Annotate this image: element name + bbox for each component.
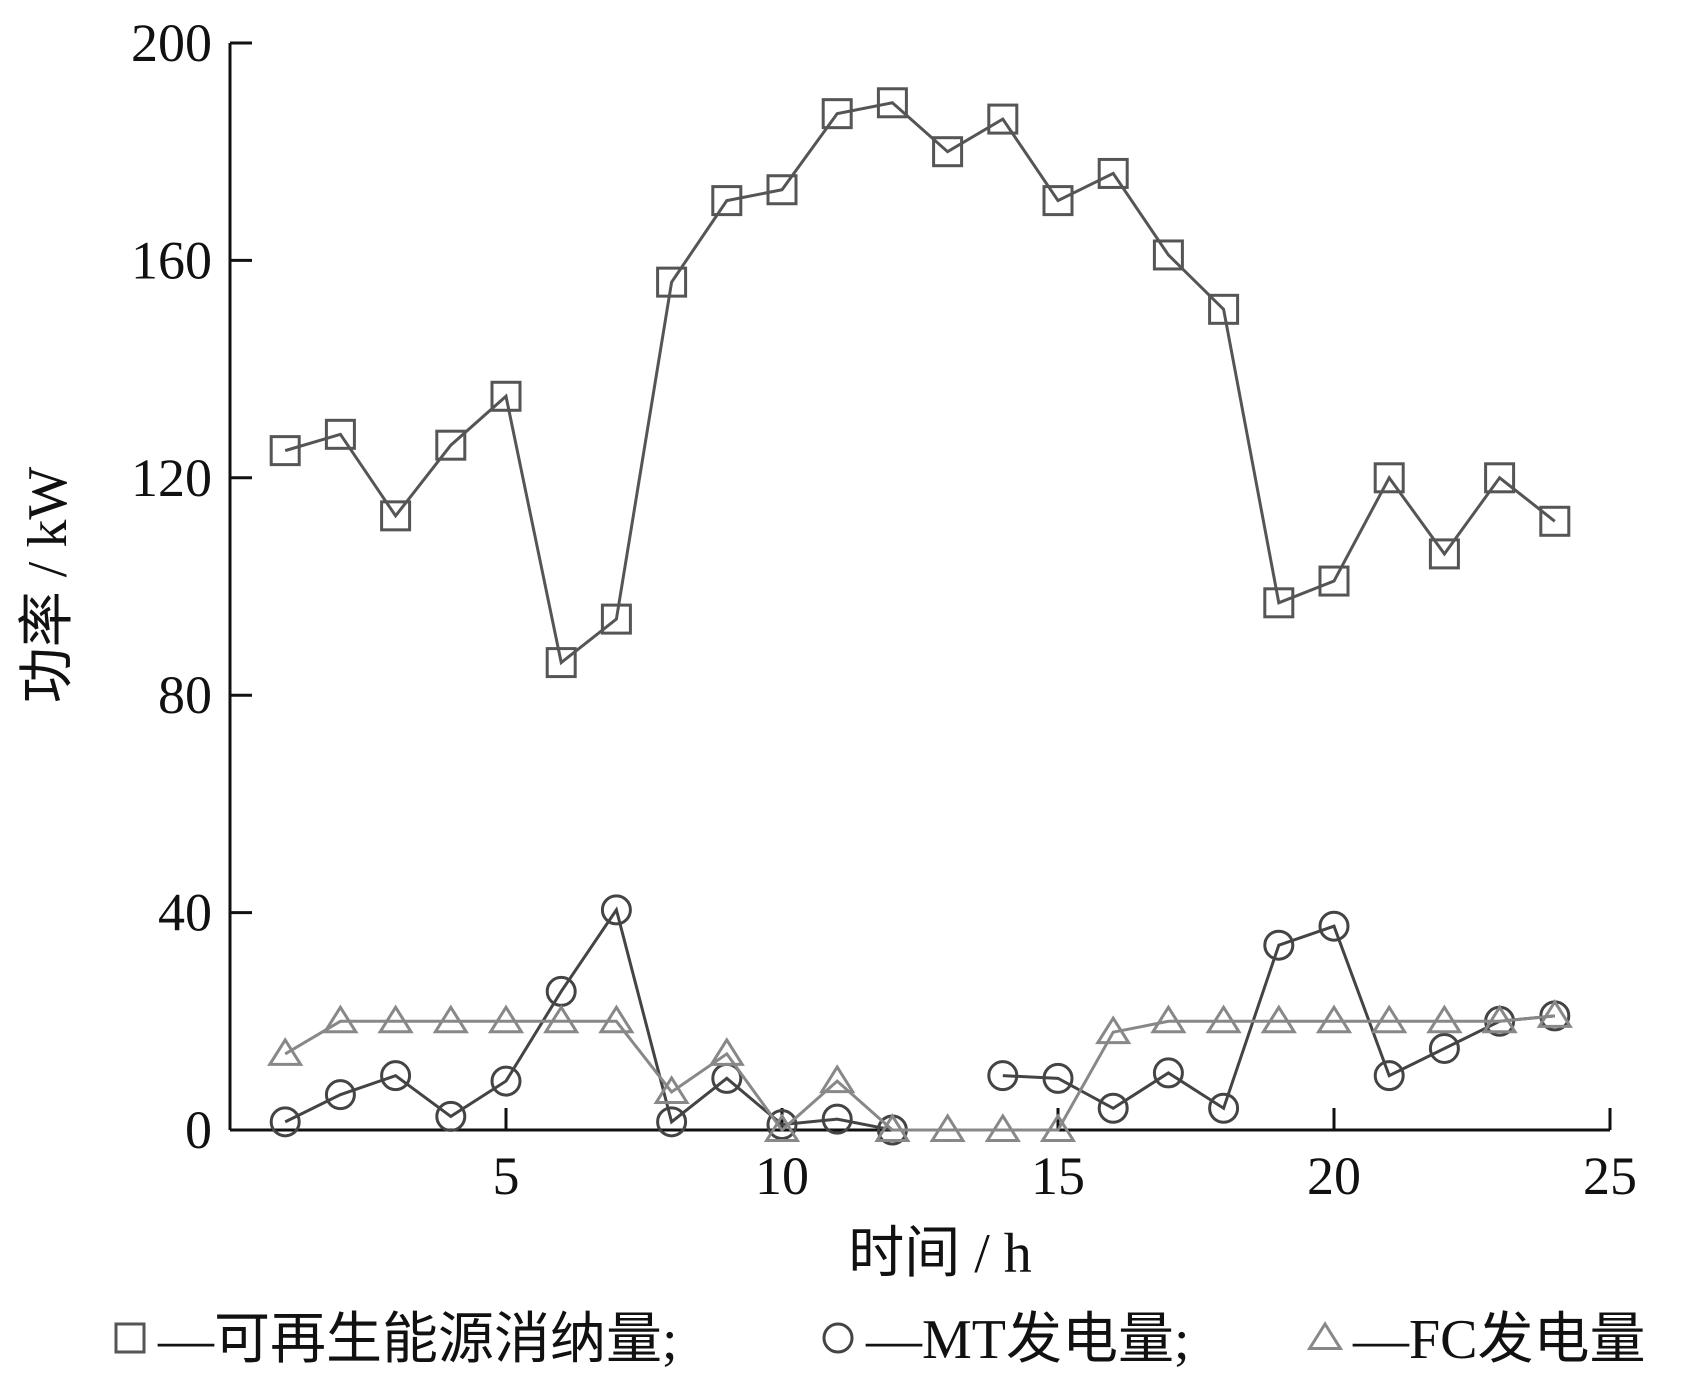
data-point bbox=[1208, 293, 1240, 325]
data-point bbox=[821, 1103, 853, 1135]
data-point bbox=[1426, 1004, 1463, 1034]
data-point bbox=[543, 1004, 580, 1034]
data-point bbox=[766, 174, 798, 206]
y-tick-label: 200 bbox=[131, 13, 212, 73]
data-point bbox=[763, 1113, 801, 1142]
data-point bbox=[653, 1075, 690, 1104]
data-point bbox=[1039, 1113, 1077, 1142]
y-tick-label: 80 bbox=[158, 665, 212, 725]
data-point bbox=[1481, 1004, 1518, 1034]
data-point bbox=[267, 1037, 304, 1066]
series-1 bbox=[269, 87, 1571, 679]
data-point bbox=[490, 1065, 522, 1097]
data-point bbox=[1042, 1062, 1074, 1094]
legend-item-3: —FC发电量 bbox=[1306, 1309, 1646, 1371]
data-point bbox=[708, 1037, 745, 1066]
data-point bbox=[269, 435, 301, 467]
data-point bbox=[1373, 462, 1405, 494]
data-point bbox=[711, 185, 743, 217]
y-tick-label: 120 bbox=[131, 448, 212, 508]
data-point bbox=[819, 1064, 856, 1094]
data-point bbox=[1536, 999, 1573, 1028]
data-point bbox=[656, 266, 688, 298]
data-point bbox=[487, 1004, 525, 1034]
y-tick-label: 160 bbox=[131, 230, 212, 290]
data-point bbox=[600, 603, 632, 635]
data-point bbox=[1097, 1092, 1129, 1124]
data-point bbox=[1263, 929, 1295, 961]
legend-label: —MT发电量; bbox=[865, 1309, 1190, 1371]
x-tick-label: 15 bbox=[1031, 1146, 1085, 1206]
y-tick-label: 0 bbox=[185, 1100, 212, 1160]
legend-label: —FC发电量 bbox=[1352, 1309, 1646, 1371]
data-point bbox=[435, 429, 467, 461]
data-point bbox=[380, 500, 412, 532]
data-point bbox=[1097, 157, 1129, 189]
data-point bbox=[987, 103, 1019, 135]
legend-marker bbox=[822, 1322, 854, 1354]
data-point bbox=[1428, 538, 1460, 570]
data-point bbox=[987, 1060, 1019, 1092]
data-point bbox=[1539, 505, 1571, 537]
data-point bbox=[1042, 185, 1074, 217]
series-line bbox=[1002, 924, 1555, 1111]
series-layer bbox=[267, 87, 1573, 1146]
data-point bbox=[600, 894, 632, 926]
y-tick-label: 40 bbox=[158, 883, 212, 943]
x-tick-label: 5 bbox=[493, 1146, 520, 1206]
data-point bbox=[432, 1004, 469, 1034]
data-point bbox=[766, 1109, 798, 1141]
legend-item-2: —MT发电量; bbox=[822, 1309, 1190, 1371]
data-point bbox=[1095, 1015, 1132, 1045]
x-tick-label: 10 bbox=[755, 1146, 809, 1206]
series-line bbox=[284, 1014, 1555, 1133]
data-point bbox=[656, 1106, 688, 1138]
data-point bbox=[1150, 1004, 1187, 1034]
axes: 0 40 80 120 160 200 5 10 15 20 25 bbox=[131, 13, 1637, 1206]
data-point bbox=[1152, 239, 1184, 271]
data-point bbox=[1205, 1004, 1242, 1034]
data-point bbox=[1263, 587, 1295, 619]
x-tick-label: 25 bbox=[1583, 1146, 1637, 1206]
data-point bbox=[380, 1060, 412, 1092]
x-axis-title: 时间 / h bbox=[848, 1223, 1032, 1285]
legend-marker bbox=[114, 1322, 146, 1354]
series-3 bbox=[267, 999, 1573, 1142]
data-point bbox=[1373, 1060, 1405, 1092]
x-tick-label: 20 bbox=[1307, 1146, 1361, 1206]
data-point bbox=[874, 1113, 911, 1142]
data-point bbox=[876, 87, 908, 119]
data-point bbox=[545, 647, 577, 679]
data-point bbox=[932, 136, 964, 168]
data-point bbox=[324, 1079, 356, 1111]
data-point bbox=[269, 1106, 301, 1138]
data-point bbox=[1371, 1004, 1408, 1034]
legend: —可再生能源消纳量; —MT发电量; —FC发电量 bbox=[114, 1309, 1646, 1371]
data-point bbox=[1260, 1004, 1297, 1034]
data-point bbox=[435, 1100, 467, 1132]
legend-marker bbox=[1306, 1321, 1344, 1350]
data-point bbox=[1152, 1057, 1184, 1089]
legend-item-1: —可再生能源消纳量; bbox=[114, 1309, 678, 1371]
data-point bbox=[1208, 1092, 1240, 1124]
y-axis-title: 功率 / kW bbox=[17, 467, 79, 704]
data-point bbox=[598, 1004, 635, 1034]
data-point bbox=[490, 380, 522, 412]
data-point bbox=[324, 418, 356, 450]
series-line bbox=[284, 101, 1556, 666]
data-point bbox=[377, 1004, 414, 1034]
data-point bbox=[821, 98, 853, 130]
data-point bbox=[929, 1113, 966, 1142]
data-point bbox=[1315, 1004, 1353, 1034]
data-point bbox=[984, 1113, 1021, 1142]
legend-label: —可再生能源消纳量; bbox=[157, 1309, 678, 1371]
data-point bbox=[1428, 1032, 1460, 1064]
data-point bbox=[1318, 910, 1350, 942]
data-point bbox=[1484, 462, 1516, 494]
data-point bbox=[322, 1004, 359, 1034]
data-point bbox=[1318, 565, 1350, 597]
